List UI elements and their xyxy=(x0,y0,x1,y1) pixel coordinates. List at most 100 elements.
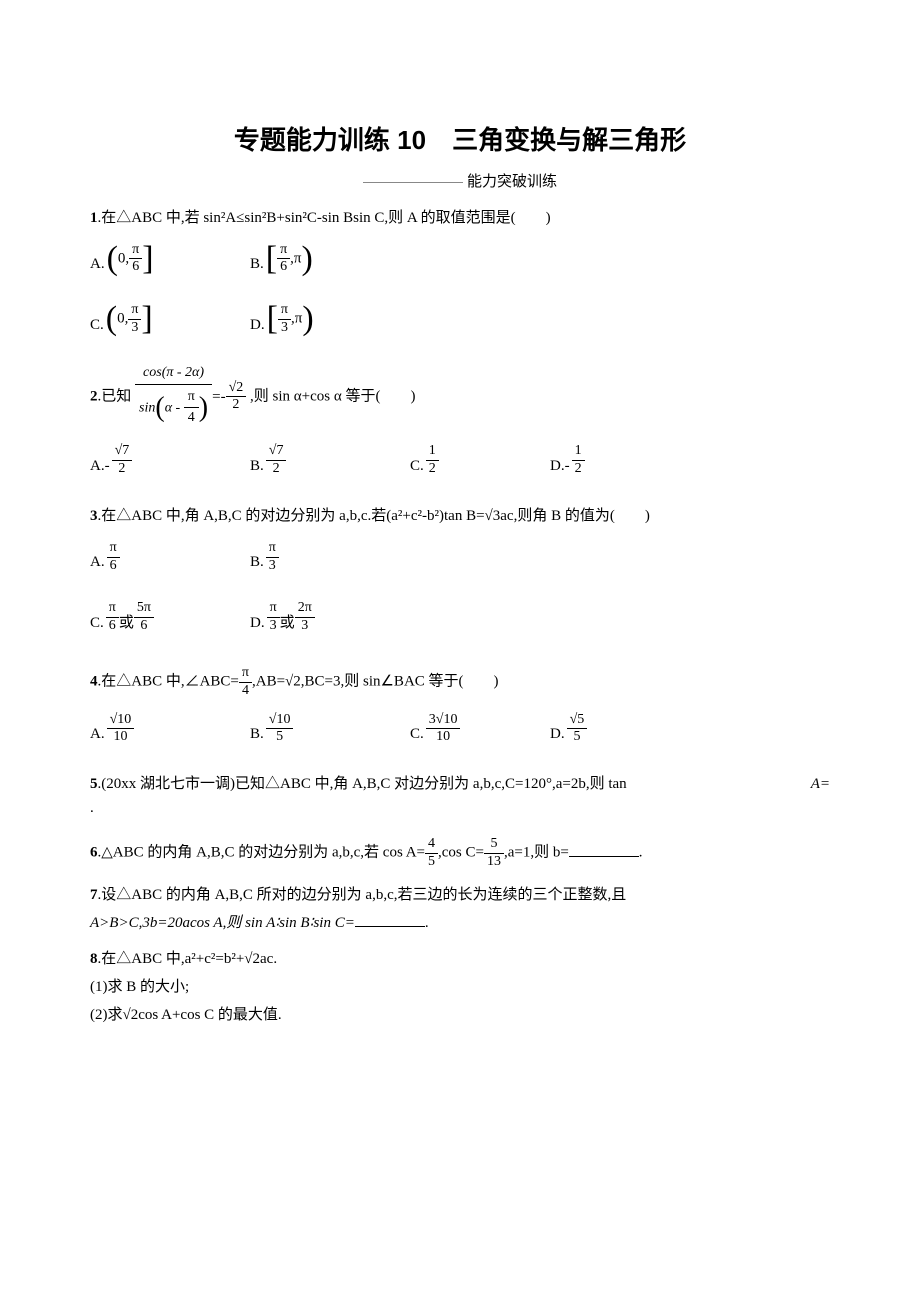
six: 6 xyxy=(134,618,154,635)
six: 6 xyxy=(106,618,119,635)
q3-opt-a-label: A. xyxy=(90,550,105,574)
five: 5 xyxy=(425,854,438,871)
problem-7-cont: A>B>C,3b=20acos A,则 sin A∶sin B∶sin C=. xyxy=(90,911,830,935)
thirteen: 13 xyxy=(484,854,504,871)
q2-opt-c-label: C. xyxy=(410,454,424,478)
q5-stem-a: .(20xx 湖北七市一调)已知△ABC 中,角 A,B,C 对边分别为 a,b… xyxy=(98,776,627,792)
q2-opt-b: B. √72 xyxy=(250,443,410,478)
six: 6 xyxy=(129,259,142,276)
q2-num: 2 xyxy=(90,388,98,404)
problem-4: 4.在△ABC 中,∠ABC=π4,AB=√2,BC=3,则 sin∠BAC 等… xyxy=(90,665,830,700)
problem-1: 1.在△ABC 中,若 sin²A≤sin²B+sin²C-sin Bsin C… xyxy=(90,206,830,230)
one: 1 xyxy=(572,443,585,461)
ten: 10 xyxy=(426,729,461,746)
q4-opt-d-label: D. xyxy=(550,722,565,746)
one: 1 xyxy=(426,443,439,461)
q7-stem-b: A>B>C,3b=20acos A,则 sin A∶sin B∶sin C= xyxy=(90,915,355,931)
q4-options: A. √1010 B. √105 C. 3√1010 D. √55 xyxy=(90,712,830,757)
pi: π xyxy=(295,311,303,327)
q4-opt-d: D. √55 xyxy=(550,712,710,747)
problem-8: 8.在△ABC 中,a²+c²=b²+√2ac. xyxy=(90,947,830,971)
three: 3 xyxy=(267,618,280,635)
three-sqrt10: 3√10 xyxy=(426,712,461,730)
q4-stem-b: ,AB=√2,BC=3,则 sin∠BAC 等于( ) xyxy=(252,674,499,690)
q6-stem-d: . xyxy=(639,845,643,861)
q1-opt-a-value: ( 0,π6 ] xyxy=(107,242,154,277)
q3-options-2: C. π6或5π6 D. π3或2π3 xyxy=(90,600,830,645)
sqrt7: √7 xyxy=(112,443,133,461)
pi: π xyxy=(107,540,120,558)
q6-stem-a: .△ABC 的内角 A,B,C 的对边分别为 a,b,c,若 cos A= xyxy=(98,845,426,861)
sqrt10: √10 xyxy=(107,712,135,730)
six: 6 xyxy=(277,259,290,276)
q4-opt-a-label: A. xyxy=(90,722,105,746)
three: 3 xyxy=(266,558,279,575)
sqrt5: √5 xyxy=(567,712,588,730)
subtitle-text: 能力突破训练 xyxy=(467,174,557,190)
q6-stem-b: ,cos C= xyxy=(438,845,484,861)
sin: sin xyxy=(139,400,155,415)
four: 4 xyxy=(425,836,438,854)
q1-opt-b: B. [ π6,π ) xyxy=(250,242,410,277)
q1-options: A. ( 0,π6 ] B. [ π6,π ) xyxy=(90,242,830,287)
q1-opt-a-label: A. xyxy=(90,252,105,276)
q4-stem-a: .在△ABC 中,∠ABC= xyxy=(98,674,239,690)
pi: π xyxy=(106,600,119,618)
q3-options: A. π6 B. π 3 xyxy=(90,540,830,585)
page-title: 专题能力训练 10 三角变换与解三角形 xyxy=(90,120,830,162)
problem-3: 3.在△ABC 中,角 A,B,C 的对边分别为 a,b,c.若(a²+c²-b… xyxy=(90,504,830,528)
problem-2: 2.已知 cos(π - 2α) sin(α - π4) =- √22 ,则 s… xyxy=(90,363,830,431)
pi: π xyxy=(129,242,142,260)
five: 5 xyxy=(567,729,588,746)
page-subtitle: 能力突破训练 xyxy=(90,170,830,194)
q2-options: A.- √72 B. √72 C. 12 D.- 12 xyxy=(90,443,830,488)
q4-opt-a: A. √1010 xyxy=(90,712,250,747)
cos-expr: cos(π - 2α) xyxy=(143,365,204,380)
q2-opt-d-label: D.- xyxy=(550,454,570,478)
q2-opt-a: A.- √72 xyxy=(90,443,250,478)
q8-num: 8 xyxy=(90,951,98,967)
q7-num: 7 xyxy=(90,887,98,903)
problem-5: 5.(20xx 湖北七市一调)已知△ABC 中,角 A,B,C 对边分别为 a,… xyxy=(90,772,830,820)
q2-expr: cos(π - 2α) sin(α - π4) =- √22 xyxy=(135,363,246,431)
q4-opt-b: B. √105 xyxy=(250,712,410,747)
q8-stem-a: .在△ABC 中,a²+c²=b²+√2ac. xyxy=(98,951,278,967)
q7-stem-c: . xyxy=(425,915,429,931)
pi: π xyxy=(278,302,291,320)
equals-neg: =- xyxy=(212,385,225,409)
q3-opt-b-label: B. xyxy=(250,550,264,574)
q6-num: 6 xyxy=(90,845,98,861)
q3-stem: .在△ABC 中,角 A,B,C 的对边分别为 a,b,c.若(a²+c²-b²… xyxy=(98,508,650,524)
q7-stem-a: .设△ABC 的内角 A,B,C 所对的边分别为 a,b,c,若三边的长为连续的… xyxy=(98,887,627,903)
q2-opt-a-label: A.- xyxy=(90,454,110,478)
problem-8-part2: (2)求√2cos A+cos C 的最大值. xyxy=(90,1003,830,1027)
q4-opt-b-label: B. xyxy=(250,722,264,746)
problem-7: 7.设△ABC 的内角 A,B,C 所对的边分别为 a,b,c,若三边的长为连续… xyxy=(90,883,830,907)
q1-options-2: C. ( 0,π3 ] D. [ π3,π ) xyxy=(90,302,830,347)
two: 2 xyxy=(266,461,287,478)
three: 3 xyxy=(128,320,141,337)
q3-opt-a: A. π6 xyxy=(90,540,250,575)
q3-opt-c-label: C. xyxy=(90,611,104,635)
alpha-minus: α - xyxy=(165,400,181,415)
q2-stem-b: ,则 sin α+cos α 等于( ) xyxy=(250,388,415,404)
q2-opt-c: C. 12 xyxy=(410,443,550,478)
q1-num: 1 xyxy=(90,210,98,226)
or: 或 xyxy=(119,611,134,635)
four: 4 xyxy=(184,408,199,429)
five-pi: 5π xyxy=(134,600,154,618)
five: 5 xyxy=(266,729,294,746)
q1-opt-a: A. ( 0,π6 ] xyxy=(90,242,250,277)
sqrt7: √7 xyxy=(266,443,287,461)
q4-opt-c-label: C. xyxy=(410,722,424,746)
q1-opt-d: D. [ π3,π ) xyxy=(250,302,410,337)
problem-8-part1: (1)求 B 的大小; xyxy=(90,975,830,999)
q1-opt-c-value: ( 0,π3 ] xyxy=(106,302,153,337)
q3-opt-d: D. π3或2π3 xyxy=(250,600,410,635)
two: 2 xyxy=(226,397,247,414)
q2-opt-d: D.- 12 xyxy=(550,443,710,478)
three: 3 xyxy=(295,618,315,635)
q2-stem-a: .已知 xyxy=(98,388,132,404)
pi: π xyxy=(267,600,280,618)
q3-opt-c: C. π6或5π6 xyxy=(90,600,250,635)
